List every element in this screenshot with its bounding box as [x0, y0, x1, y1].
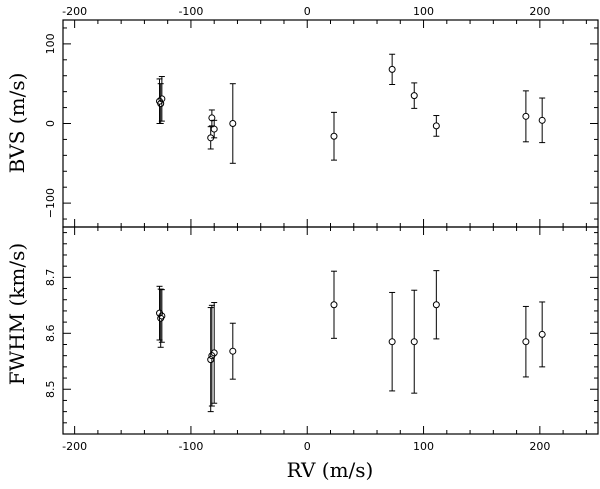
x-tick-label-bottom: 100: [413, 440, 434, 453]
data-point-marker: [388, 338, 396, 346]
data-point-marker: [538, 330, 546, 338]
bottom-data-point: [410, 289, 418, 394]
data-point-marker: [158, 95, 166, 103]
top-data-point: [208, 109, 216, 127]
top-data-point: [432, 115, 440, 137]
bottom-data-point: [330, 270, 338, 339]
top-data-point: [330, 111, 338, 161]
top-y-axis-title: BVS (m/s): [5, 73, 29, 174]
bottom-data-point: [158, 289, 166, 343]
data-point-marker: [330, 132, 338, 140]
bottom-panel-ticks: -200 -100 0 100 200 8.5 8.6 8.7: [44, 227, 598, 453]
top-data-point: [158, 76, 166, 122]
top-panel-data-points: [156, 53, 546, 164]
bottom-data-point: [388, 291, 396, 392]
bottom-panel-fwhm: -200 -100 0 100 200 8.5 8.6 8.7 FWHM (km/s) RV …: [5, 226, 599, 482]
top-data-point: [229, 83, 237, 164]
x-axis-title: RV (m/s): [287, 458, 374, 482]
data-point-marker: [388, 65, 396, 73]
bottom-y-tick-label: 8.7: [44, 269, 57, 287]
data-point-marker: [210, 349, 218, 357]
bottom-data-point: [157, 288, 165, 348]
bottom-data-point: [522, 305, 530, 378]
top-data-point: [388, 53, 396, 85]
bottom-data-point: [210, 302, 218, 404]
bottom-data-point: [538, 301, 546, 368]
bottom-y-tick-label: 8.5: [44, 380, 57, 398]
top-y-tick-label: 100: [44, 33, 57, 54]
data-point-marker: [229, 347, 237, 355]
top-data-point: [522, 90, 530, 143]
data-point-marker: [208, 114, 216, 122]
x-tick-label-top: -200: [62, 5, 87, 18]
x-tick-label-bottom: 0: [304, 440, 311, 453]
data-point-marker: [410, 338, 418, 346]
top-y-tick-label: 0: [44, 120, 57, 127]
data-point-marker: [522, 112, 530, 120]
data-point-marker: [432, 301, 440, 309]
top-panel-ticks: -200 -100 0 100 200 −100 0 100: [44, 5, 598, 227]
bottom-panel-data-points: [156, 270, 546, 413]
bottom-y-axis-title: FWHM (km/s): [5, 243, 29, 385]
data-point-marker: [330, 301, 338, 309]
top-data-point: [210, 119, 218, 139]
data-point-marker: [538, 116, 546, 124]
x-tick-label-bottom: 200: [529, 440, 550, 453]
data-point-marker: [158, 312, 166, 320]
x-tick-label-top: 200: [529, 5, 550, 18]
bottom-y-tick-label: 8.6: [44, 325, 57, 343]
x-tick-label-top: -100: [178, 5, 203, 18]
data-point-marker: [157, 100, 165, 108]
bottom-data-point: [229, 322, 237, 380]
x-tick-label-top: 0: [304, 5, 311, 18]
data-point-marker: [522, 338, 530, 346]
top-panel-bvs: -200 -100 0 100 200 −100 0 100 BVS (m/s): [5, 5, 599, 228]
data-point-marker: [410, 92, 418, 100]
data-point-marker: [432, 122, 440, 130]
x-tick-label-top: 100: [413, 5, 434, 18]
data-point-marker: [229, 120, 237, 127]
top-data-point: [410, 82, 418, 109]
x-tick-label-bottom: -200: [62, 440, 87, 453]
x-tick-label-bottom: -100: [178, 440, 203, 453]
data-point-marker: [210, 125, 218, 133]
top-y-tick-label: −100: [44, 188, 57, 218]
bottom-data-point: [432, 270, 440, 340]
top-data-point: [538, 97, 546, 144]
